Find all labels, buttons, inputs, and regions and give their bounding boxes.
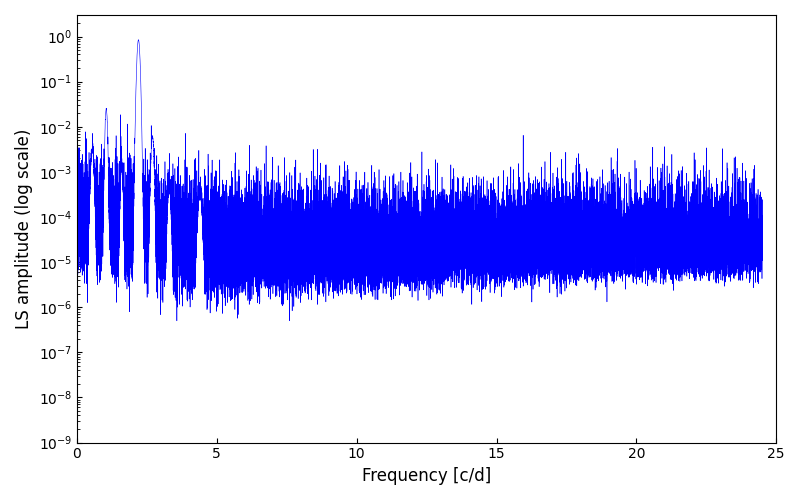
X-axis label: Frequency [c/d]: Frequency [c/d] [362,467,491,485]
Y-axis label: LS amplitude (log scale): LS amplitude (log scale) [15,128,33,329]
